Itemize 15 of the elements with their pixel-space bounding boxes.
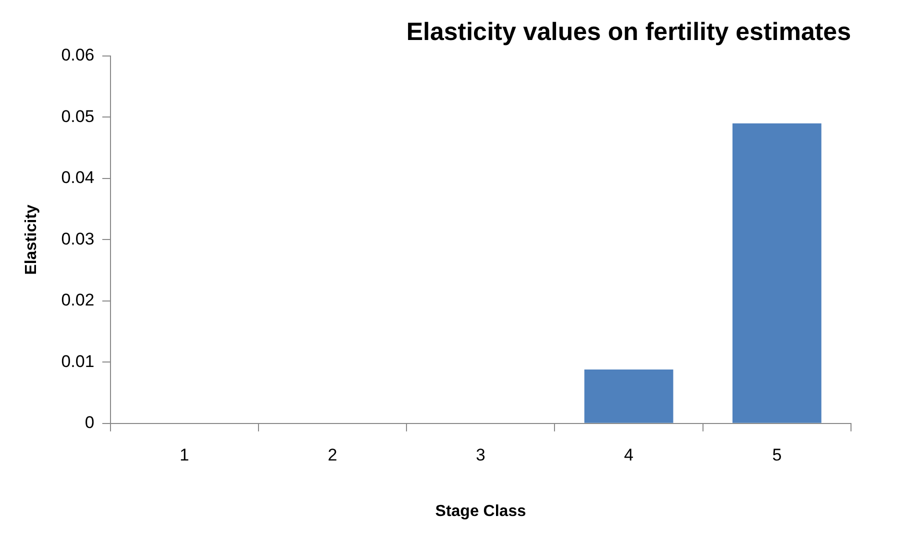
y-tick-label: 0 <box>84 413 94 432</box>
y-tick-label: 0.02 <box>61 290 94 310</box>
y-tick-label: 0.04 <box>61 168 94 188</box>
x-axis-title: Stage Class <box>435 502 526 520</box>
x-tick-label: 1 <box>180 445 190 464</box>
x-tick-label: 2 <box>328 445 338 464</box>
y-tick-label: 0.03 <box>61 229 94 248</box>
x-tick-label: 3 <box>476 445 486 464</box>
x-tick-label: 4 <box>624 445 634 464</box>
y-tick-label: 0.06 <box>61 46 94 65</box>
y-tick-label: 0.01 <box>61 352 94 371</box>
x-tick-label: 5 <box>772 445 782 464</box>
y-tick-label: 0.05 <box>61 106 94 126</box>
y-axis-title: Elasticity <box>23 204 40 275</box>
chart-title: Elasticity values on fertility estimates <box>406 18 851 46</box>
